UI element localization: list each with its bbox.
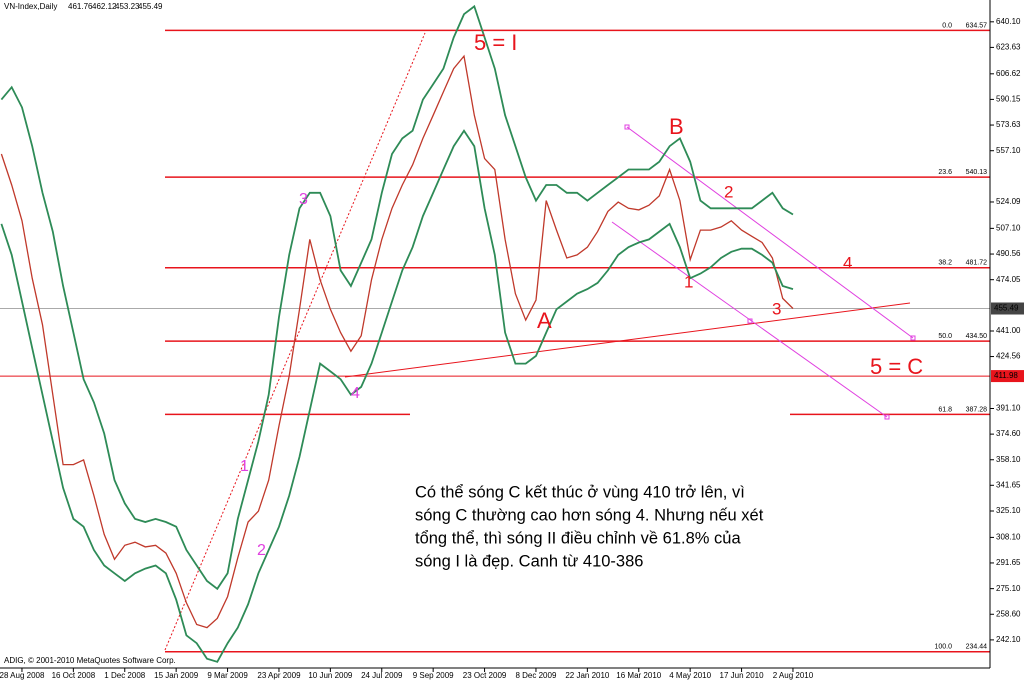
annotation: 5 = C [870, 354, 923, 379]
price-line [0, 54, 794, 629]
wave-label: 2 [257, 542, 266, 559]
ohlc-value: 461.76 [68, 2, 93, 11]
fib-ratio: 50.0 [938, 333, 952, 340]
x-tick-label: 23 Oct 2009 [463, 671, 507, 680]
y-tick-label: 441.00 [996, 326, 1021, 335]
x-tick-label: 1 Dec 2008 [104, 671, 145, 680]
support-line [344, 302, 911, 378]
x-tick-label: 28 Aug 2008 [0, 671, 45, 680]
annotation: 3 [772, 299, 781, 318]
x-tick-label: 23 Apr 2009 [257, 671, 301, 680]
channel-handle [624, 124, 630, 130]
y-tick-label: 490.56 [996, 249, 1021, 258]
fib-ratio: 0.0 [942, 22, 952, 29]
ohlc-value: 453.23 [115, 2, 140, 11]
x-tick-label: 16 Oct 2008 [52, 671, 96, 680]
annotation: A [537, 308, 552, 333]
channel-line [626, 126, 914, 339]
x-tick-label: 17 Jun 2010 [720, 671, 765, 680]
fib-price: 481.72 [966, 260, 988, 267]
y-tick-label: 590.15 [996, 94, 1021, 103]
note-line: sóng I là đẹp. Canh từ 410-386 [415, 552, 643, 570]
y-tick-label: 606.62 [996, 69, 1021, 78]
annotation: 5 = I [474, 30, 517, 55]
band-line [0, 4, 794, 591]
y-tick-label: 358.10 [996, 455, 1021, 464]
note-line: Có thể sóng C kết thúc ở vùng 410 trở lê… [415, 483, 745, 501]
wave-label: 1 [240, 458, 249, 475]
y-tick-label: 258.60 [996, 609, 1021, 618]
fib-ratio: 61.8 [938, 406, 952, 413]
note-line: sóng C thường cao hơn sóng 4. Nhưng nếu … [415, 506, 764, 524]
y-tick-label: 474.05 [996, 275, 1021, 284]
x-tick-label: 15 Jan 2009 [154, 671, 199, 680]
channel-handle [747, 318, 753, 324]
y-tick-label: 291.65 [996, 558, 1021, 567]
plot [0, 4, 794, 663]
y-tick-label: 507.10 [996, 223, 1021, 232]
fib-price: 434.50 [966, 333, 988, 340]
y-tick-label: 623.63 [996, 43, 1021, 52]
y-tick-label: 325.10 [996, 506, 1021, 515]
fib-price: 234.44 [966, 644, 988, 651]
y-tick-label: 374.60 [996, 429, 1021, 438]
fib-ratio: 100.0 [934, 644, 952, 651]
y-tick-label: 308.10 [996, 533, 1021, 542]
note-line: tổng thể, thì sóng II điều chỉnh về 61.8… [415, 529, 741, 547]
current-price: 455.49 [994, 304, 1019, 313]
x-tick-label: 2 Aug 2010 [773, 671, 814, 680]
band-line [0, 129, 794, 663]
y-tick-label: 391.10 [996, 404, 1021, 413]
annotation: 1 [684, 272, 693, 291]
footer: ADIG, © 2001-2010 MetaQuotes Software Co… [4, 656, 176, 665]
y-tick-label: 275.10 [996, 584, 1021, 593]
x-tick-label: 4 May 2010 [669, 671, 711, 680]
ohlc-value: 455.49 [138, 2, 163, 11]
trend-line [164, 32, 426, 651]
price-box [991, 370, 1024, 383]
annotation: 2 [724, 182, 733, 201]
annotation: B [669, 114, 684, 139]
y-tick-label: 640.10 [996, 17, 1021, 26]
x-tick-label: 8 Dec 2009 [515, 671, 556, 680]
fib-price: 540.13 [966, 169, 988, 176]
levels: 634.57 0.0 540.13 23.6 481.72 38.2 434.50 50.0 3… [0, 22, 990, 653]
channel-handle [910, 335, 916, 341]
y-tick-label: 242.10 [996, 635, 1021, 644]
fib-price: 634.57 [966, 22, 988, 29]
annotation: 4 [843, 253, 852, 272]
fib-price: 387.28 [966, 406, 988, 413]
ohlc-value: 462.12 [92, 2, 117, 11]
x-tick-label: 22 Jan 2010 [565, 671, 610, 680]
price-box [991, 302, 1024, 315]
fib-ratio: 38.2 [938, 260, 952, 267]
fib-ratio: 23.6 [938, 169, 952, 176]
wave-label: 4 [351, 385, 360, 402]
y-tick-label: 524.09 [996, 197, 1021, 206]
y-tick-label: 573.63 [996, 120, 1021, 129]
wave-label: 3 [299, 191, 308, 208]
y-tick-label: 557.10 [996, 146, 1021, 155]
y-tick-label: 341.65 [996, 480, 1021, 489]
x-tick-label: 16 Mar 2010 [616, 671, 661, 680]
x-tick-label: 9 Mar 2009 [207, 671, 248, 680]
x-tick-label: 10 Jun 2009 [308, 671, 353, 680]
y-tick-label: 424.56 [996, 352, 1021, 361]
x-tick-label: 9 Sep 2009 [413, 671, 454, 680]
channel-handle [884, 414, 890, 420]
x-tick-label: 24 Jul 2009 [361, 671, 403, 680]
marker-price: 411.98 [994, 371, 1018, 380]
chart-title: VN-Index,Daily [4, 2, 57, 11]
